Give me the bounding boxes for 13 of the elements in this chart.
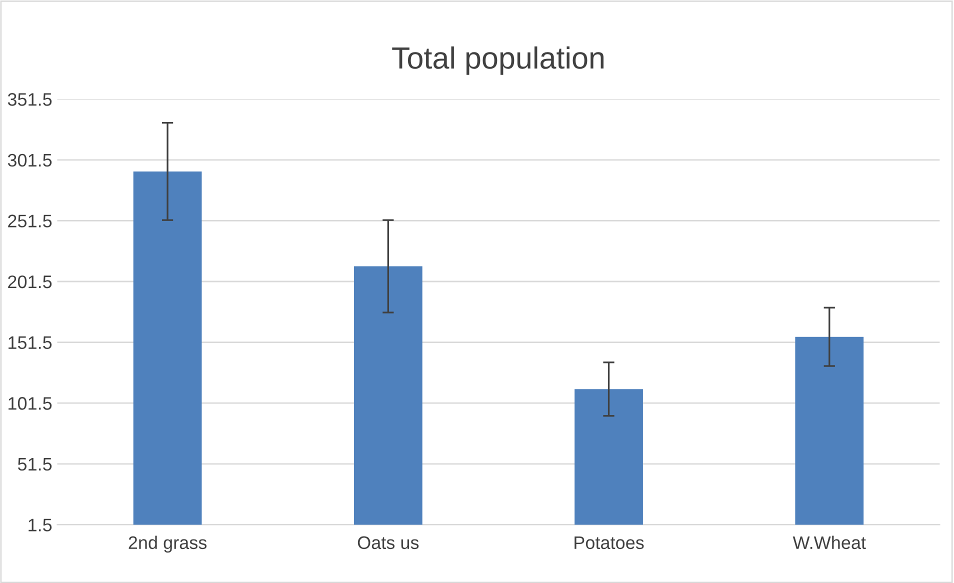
x-tick-label: 2nd grass	[128, 536, 207, 553]
x-tick-label: W.Wheat	[792, 536, 866, 550]
y-tick-label: 251.5	[8, 214, 52, 228]
y-tick-label: 201.5	[8, 275, 52, 288]
y-tick-label: 1.5	[28, 518, 52, 532]
y-tick-label: 101.5	[8, 397, 52, 410]
y-tick-label: 351.5	[8, 93, 52, 106]
y-tick-label: 51.5	[18, 458, 52, 471]
y-tick-label: 151.5	[8, 336, 52, 350]
x-tick-label: Oats us	[358, 536, 419, 550]
chart-title: Total population	[392, 46, 604, 75]
y-tick-label: 301.5	[8, 154, 52, 167]
x-tick-label: Potatoes	[574, 536, 644, 550]
